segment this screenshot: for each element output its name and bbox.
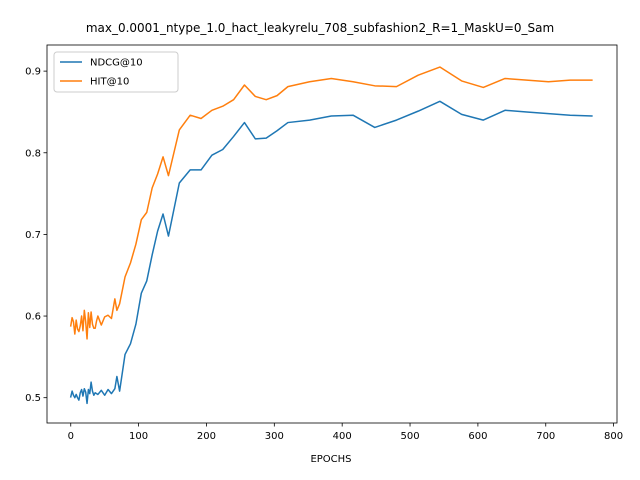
legend-label: NDCG@10	[90, 58, 143, 69]
x-tick-label: 100	[129, 431, 148, 442]
x-tick-label: 500	[400, 431, 419, 442]
series-line-ndcg	[69, 100, 593, 405]
x-tick-label: 700	[536, 431, 555, 442]
y-axis: 0.5 0.6 0.7 0.8 0.9	[25, 67, 47, 404]
x-tick-label: 800	[604, 431, 623, 442]
y-tick-label: 0.6	[25, 312, 41, 323]
x-tick-label: 300	[265, 431, 284, 442]
y-tick-label: 0.7	[25, 230, 41, 241]
legend-label: HIT@10	[90, 77, 129, 88]
y-tick-label: 0.5	[25, 393, 41, 404]
plot-area	[69, 66, 593, 405]
x-axis: 0 100 200 300 400 500 600 700 800	[68, 423, 623, 442]
legend: NDCG@10 HIT@10	[53, 51, 179, 93]
chart-title: max_0.0001_ntype_1.0_hact_leakyrelu_708_…	[86, 21, 554, 35]
x-axis-label: EPOCHS	[310, 454, 351, 465]
x-tick-label: 600	[468, 431, 487, 442]
y-tick-label: 0.9	[25, 67, 41, 78]
x-tick-label: 0	[68, 431, 74, 442]
series-line-hit	[69, 66, 593, 340]
x-tick-label: 200	[197, 431, 216, 442]
y-tick-label: 0.8	[25, 148, 41, 159]
legend-box	[53, 51, 179, 93]
plot-frame	[46, 44, 618, 424]
x-tick-label: 400	[333, 431, 352, 442]
